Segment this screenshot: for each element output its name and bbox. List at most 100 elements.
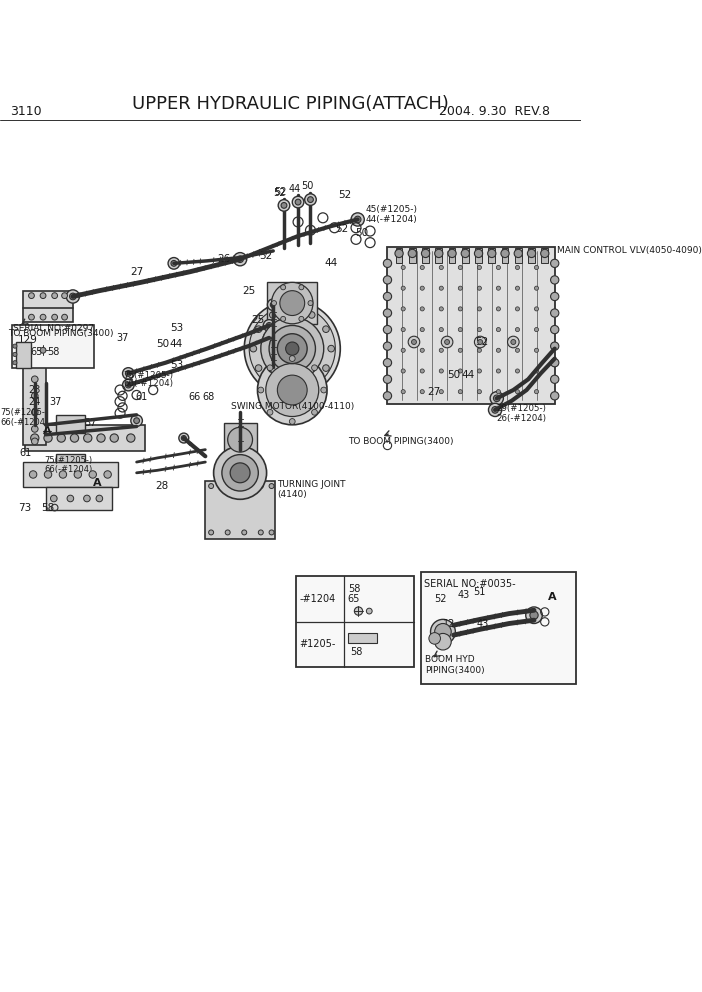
Circle shape (97, 434, 105, 442)
Circle shape (244, 301, 340, 397)
Circle shape (401, 307, 405, 310)
Circle shape (258, 483, 263, 488)
Text: A: A (548, 592, 557, 602)
Circle shape (289, 307, 296, 313)
Circle shape (59, 471, 67, 478)
Circle shape (126, 382, 131, 388)
Circle shape (496, 348, 501, 352)
Circle shape (40, 347, 46, 353)
Circle shape (534, 327, 538, 331)
Circle shape (256, 365, 262, 371)
Circle shape (383, 259, 392, 268)
Circle shape (266, 335, 272, 341)
Circle shape (32, 376, 38, 383)
Text: 65: 65 (347, 594, 360, 604)
Circle shape (89, 471, 96, 478)
Text: 61: 61 (20, 448, 32, 458)
Circle shape (458, 307, 463, 310)
Circle shape (263, 319, 275, 331)
Bar (15, 342, 31, 368)
Circle shape (131, 415, 143, 427)
Circle shape (267, 361, 279, 373)
Bar (25, 425, 145, 451)
Circle shape (312, 410, 317, 416)
Circle shape (29, 471, 37, 478)
Circle shape (439, 266, 444, 270)
Circle shape (526, 607, 543, 624)
Circle shape (496, 307, 501, 310)
Circle shape (435, 624, 451, 640)
Text: 2004. 9.30  REV.8: 2004. 9.30 REV.8 (439, 105, 550, 118)
Text: 43: 43 (477, 618, 489, 629)
Text: 52: 52 (434, 593, 446, 604)
Circle shape (13, 361, 17, 365)
Circle shape (420, 369, 424, 373)
Circle shape (383, 375, 392, 383)
Circle shape (550, 342, 559, 350)
Circle shape (496, 327, 501, 331)
Text: 51: 51 (474, 587, 486, 597)
Circle shape (458, 348, 463, 352)
Circle shape (171, 261, 177, 266)
Text: 50: 50 (157, 338, 170, 348)
Text: 44: 44 (461, 370, 475, 380)
Circle shape (267, 365, 273, 371)
Text: 12: 12 (443, 618, 456, 629)
Circle shape (225, 483, 230, 488)
Circle shape (323, 365, 329, 371)
Text: 45(#1205-): 45(#1205-) (366, 205, 418, 214)
Circle shape (408, 336, 420, 348)
Circle shape (477, 348, 482, 352)
Circle shape (62, 314, 67, 320)
Text: 58: 58 (347, 583, 360, 594)
Circle shape (44, 471, 52, 478)
Text: 52: 52 (475, 337, 489, 347)
Text: 28: 28 (156, 481, 169, 491)
Circle shape (29, 314, 34, 320)
Circle shape (488, 249, 496, 258)
Text: TURNING JOINT
(4140): TURNING JOINT (4140) (277, 480, 346, 499)
Circle shape (270, 311, 276, 318)
Circle shape (550, 276, 559, 284)
Bar (296, 576, 414, 668)
Text: TO BOOM PIPING(3400): TO BOOM PIPING(3400) (8, 329, 114, 338)
Circle shape (477, 327, 482, 331)
Circle shape (534, 369, 538, 373)
Circle shape (104, 471, 112, 478)
Circle shape (266, 322, 272, 328)
Text: UPPER HYDRAULIC PIPING(ATTACH): UPPER HYDRAULIC PIPING(ATTACH) (132, 94, 449, 112)
Circle shape (32, 426, 38, 433)
Text: 58: 58 (350, 648, 363, 658)
Text: 37: 37 (84, 419, 97, 429)
Circle shape (261, 317, 324, 380)
Circle shape (31, 434, 39, 442)
Circle shape (299, 285, 304, 290)
Text: SWING MOTOR(4100-4110): SWING MOTOR(4100-4110) (231, 402, 354, 411)
Text: 50: 50 (301, 182, 313, 191)
Bar (56, 491, 85, 509)
Circle shape (501, 249, 509, 258)
Circle shape (168, 258, 180, 269)
Circle shape (477, 307, 482, 310)
Text: 25: 25 (241, 286, 255, 296)
Bar (12, 325, 94, 368)
Circle shape (44, 434, 52, 442)
Circle shape (478, 339, 483, 344)
Circle shape (448, 249, 456, 258)
Circle shape (383, 392, 392, 400)
Circle shape (550, 325, 559, 333)
Circle shape (511, 339, 516, 344)
Circle shape (401, 390, 405, 394)
Circle shape (13, 344, 17, 348)
Circle shape (69, 294, 77, 300)
Circle shape (475, 249, 483, 258)
Circle shape (270, 379, 276, 386)
Circle shape (286, 342, 299, 355)
Circle shape (272, 301, 277, 306)
Circle shape (52, 293, 58, 299)
Circle shape (515, 327, 519, 331)
Text: 23: 23 (28, 385, 41, 395)
Circle shape (51, 495, 57, 502)
Text: MAIN CONTROL VLV(4050-4090): MAIN CONTROL VLV(4050-4090) (557, 246, 702, 255)
Circle shape (515, 266, 519, 270)
